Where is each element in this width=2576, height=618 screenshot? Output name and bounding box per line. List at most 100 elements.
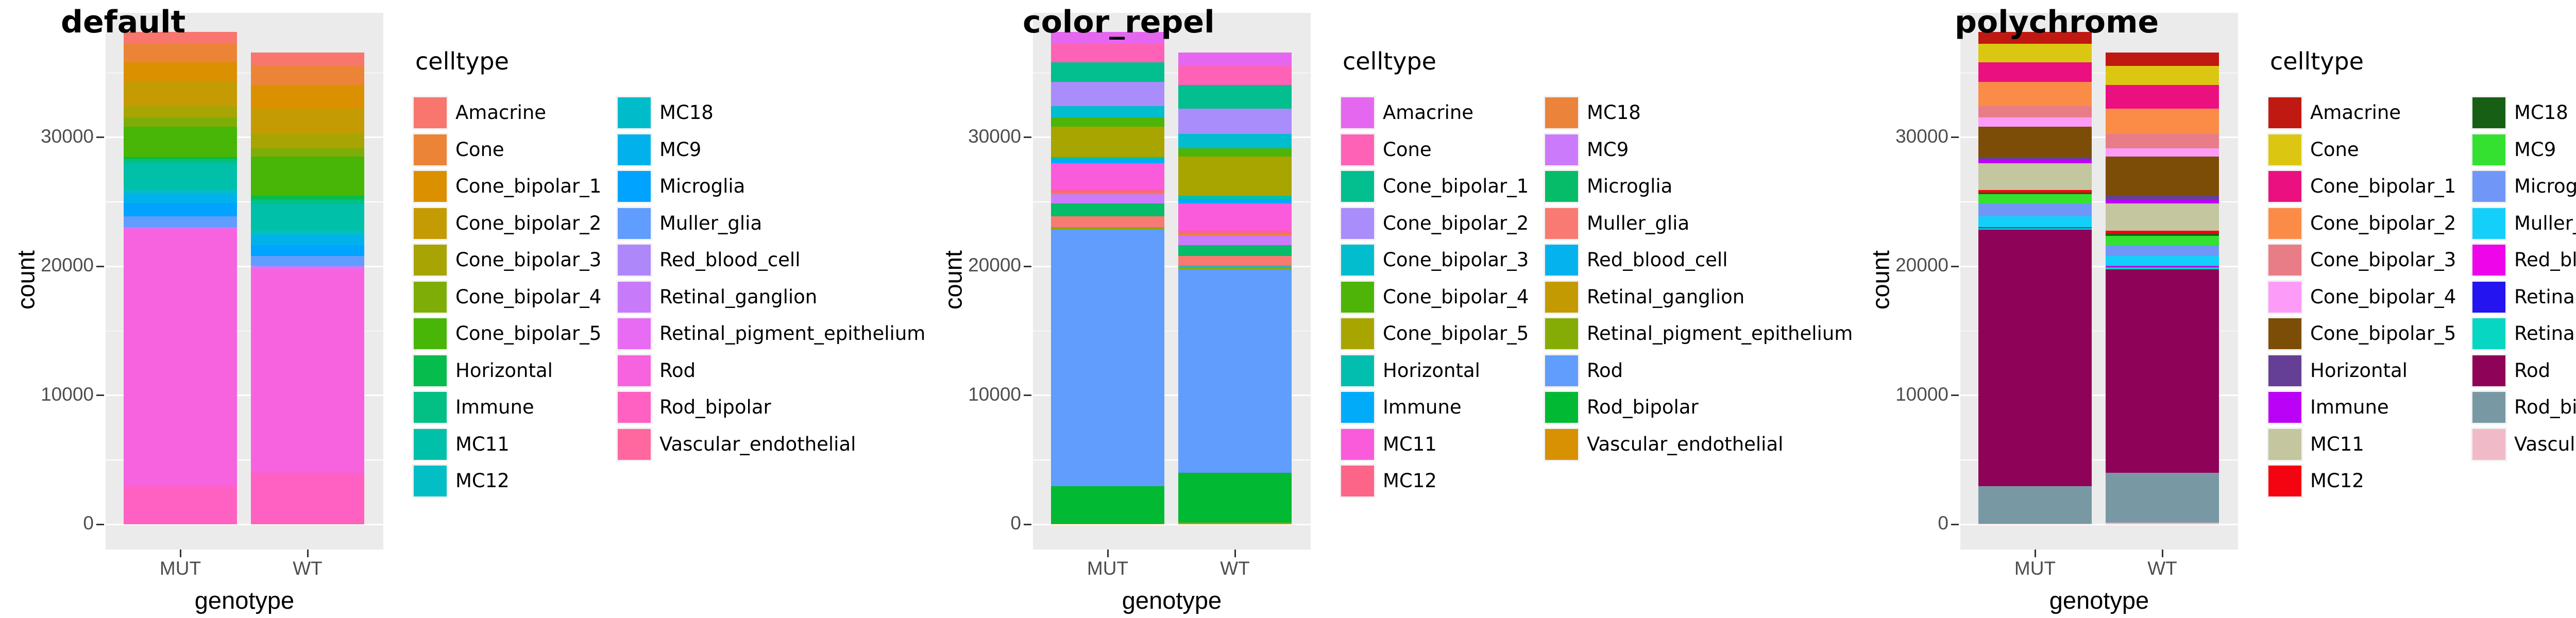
legend-item-label: MC18	[659, 101, 714, 124]
bar-segment-immune	[1178, 199, 1292, 204]
gridline-minor	[1033, 201, 1311, 202]
legend-key	[1544, 427, 1580, 461]
legend-item-label: Cone_bipolar_2	[1383, 212, 1529, 234]
legend-swatch-cone_bipolar_5	[414, 318, 447, 349]
bar-segment-horizontal	[1978, 157, 2092, 160]
legend-item-label: MC18	[2514, 101, 2568, 124]
bar-segment-mc9	[2106, 235, 2219, 245]
legend-swatch-cone_bipolar_4	[1341, 281, 1374, 313]
gridline-minor	[1960, 201, 2238, 202]
legend-swatch-cone_bipolar_1	[1341, 171, 1374, 202]
legend-item-label: Vascular_endothelial	[2514, 433, 2576, 455]
bar-segment-mc11	[1178, 203, 1292, 231]
legend-swatch-rod_bipolar	[1545, 392, 1578, 423]
legend-key	[2471, 206, 2507, 241]
bar-mut	[1051, 13, 1164, 550]
bar-segment-red_blood_cell	[124, 227, 237, 228]
bar-segment-cone	[2106, 66, 2219, 85]
legend-swatch-cone_bipolar_3	[1341, 245, 1374, 276]
legend-item-label: Cone	[1383, 138, 1432, 161]
legend-item-label: Cone_bipolar_2	[2310, 212, 2456, 234]
legend-swatch-rod_bipolar	[618, 392, 651, 423]
bar-segment-cone	[1051, 44, 1164, 62]
legend-item-label: Cone_bipolar_5	[1383, 322, 1529, 345]
legend-swatch-mc18	[1545, 97, 1578, 128]
legend-item-label: Cone_bipolar_4	[455, 285, 602, 308]
legend-item-label: Cone_bipolar_5	[455, 322, 602, 345]
legend-swatch-vascular_endothelial	[1545, 428, 1578, 460]
gridline-major	[1960, 136, 2238, 139]
bar-segment-immune	[124, 159, 237, 164]
legend-swatch-mc9	[618, 134, 651, 165]
legend-key	[2267, 353, 2303, 388]
legend-key	[2267, 390, 2303, 424]
bar-segment-immune	[1978, 159, 2092, 164]
x-tick-label: MUT	[159, 558, 201, 579]
legend-item-label: Cone_bipolar_3	[1383, 249, 1529, 271]
legend-swatch-mc11	[414, 428, 447, 460]
legend-swatch-cone_bipolar_2	[414, 208, 447, 239]
legend-swatch-cone_bipolar_2	[1341, 208, 1374, 239]
x-axis-title: genotype	[194, 587, 295, 614]
bar-segment-cone_bipolar_2	[1051, 82, 1164, 106]
legend-item-label: Rod_bipolar	[659, 396, 771, 418]
x-axis-title: genotype	[2049, 587, 2149, 614]
y-axis-title: count	[12, 250, 40, 310]
legend-key	[616, 132, 652, 167]
legend-key	[616, 206, 652, 241]
bar-segment-muller_glia	[1978, 216, 2092, 227]
legend-swatch-cone	[414, 134, 447, 165]
gridline-minor	[106, 72, 383, 74]
legend-swatch-immune	[1341, 392, 1374, 423]
legend-swatch-red_blood_cell	[1545, 245, 1578, 276]
bar-segment-retinal_pigment_epithelium	[1178, 267, 1292, 270]
legend-item-label: Retinal_ganglion	[659, 285, 818, 308]
bar-segment-mc18	[1178, 234, 1292, 236]
bar-segment-red_blood_cell	[2106, 265, 2219, 267]
bar-segment-cone_bipolar_5	[2106, 156, 2219, 196]
y-tick-label: 10000	[968, 383, 1021, 405]
legend-item-label: Vascular_endothelial	[1587, 433, 1784, 455]
bar-segment-cone_bipolar_3	[2106, 133, 2219, 148]
legend-swatch-rod	[2472, 355, 2505, 386]
y-tick-label: 30000	[1895, 125, 1948, 147]
gridline-major	[1960, 394, 2238, 397]
x-tick-label: WT	[293, 558, 323, 579]
plot-panel	[1960, 13, 2238, 550]
y-tick-mark	[1951, 523, 1959, 525]
bar-segment-mc12	[1051, 190, 1164, 193]
panel-title: default	[61, 4, 186, 40]
legend-item-label: Rod_bipolar	[1587, 396, 1699, 418]
legend-key	[412, 464, 448, 498]
legend-item-label: Microglia	[659, 175, 745, 197]
bar-segment-retinal_ganglion	[1178, 266, 1292, 268]
bar-segment-mc11	[1978, 163, 2092, 190]
legend-title: celltype	[1343, 47, 1436, 75]
legend-swatch-retinal_pigment_epithelium	[1545, 318, 1578, 349]
bar-segment-cone	[1178, 66, 1292, 85]
legend-swatch-mc9	[2472, 134, 2505, 165]
legend-item-label: Immune	[1383, 396, 1462, 418]
legend-item-label: Retinal_pigment_epithelium	[659, 322, 926, 345]
bar-segment-microglia	[1978, 203, 2092, 217]
legend-swatch-rod	[1545, 355, 1578, 386]
x-tick-mark	[1107, 550, 1109, 557]
bar-segment-mc18	[2106, 234, 2219, 236]
legend-swatch-cone_bipolar_3	[2268, 245, 2301, 276]
bar-segment-muller_glia	[124, 216, 237, 227]
bar-segment-cone_bipolar_5	[1051, 126, 1164, 157]
gridline-major	[1033, 265, 1311, 267]
legend-key	[2471, 132, 2507, 167]
x-tick-mark	[179, 550, 181, 557]
bar-segment-mc12	[251, 230, 364, 234]
legend-item-label: Horizontal	[455, 359, 553, 382]
legend-item-label: Immune	[455, 396, 534, 418]
x-tick-mark	[1234, 550, 1236, 557]
legend-swatch-rod_bipolar	[2472, 392, 2505, 423]
bar-segment-mc18	[1051, 192, 1164, 195]
legend-item-label: MC9	[659, 138, 702, 161]
legend-item-label: Cone_bipolar_4	[1383, 285, 1529, 308]
legend-item-label: MC12	[1383, 470, 1437, 492]
bar-segment-microglia	[1051, 203, 1164, 217]
bar-segment-mc11	[2106, 203, 2219, 231]
